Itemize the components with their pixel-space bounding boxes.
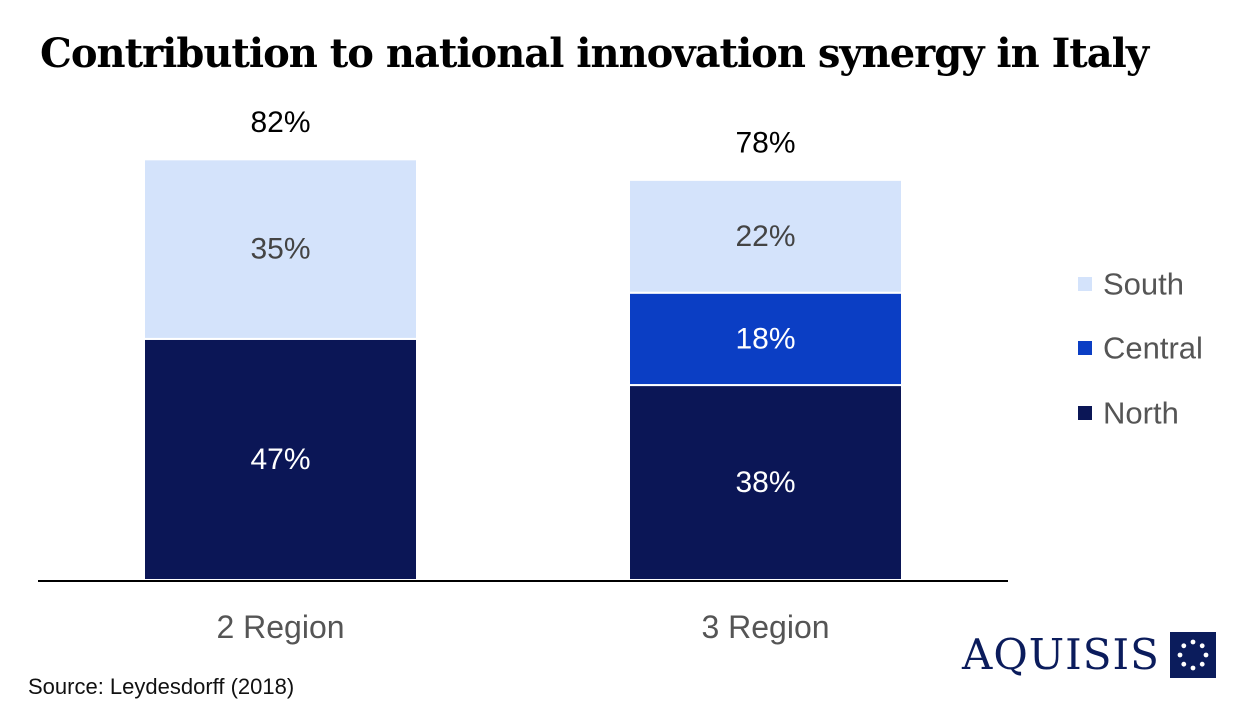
logo-emblem-icon [1169, 632, 1216, 678]
data-label-south-1: 35% [250, 233, 310, 266]
bar-north-1 [143, 337, 418, 582]
data-label-south-2: 22% [735, 220, 795, 253]
x-tick-label-2: 3 Region [701, 609, 829, 645]
legend-label-north: North [1103, 396, 1179, 431]
total-label-1: 82% [250, 106, 310, 139]
legend-label-south: South [1103, 267, 1184, 302]
bar-south-2 [628, 178, 903, 294]
chart-title: Contribution to national innovation syne… [40, 30, 1149, 77]
data-label-central-2: 18% [735, 322, 795, 355]
x-tick-label-1: 2 Region [216, 609, 344, 645]
source-note: Source: Leydesdorff (2018) [28, 674, 295, 699]
bar-central-2 [628, 291, 903, 387]
legend-swatch-south [1078, 277, 1092, 291]
legend-swatch-central [1078, 341, 1092, 355]
bar-north-2 [628, 384, 903, 581]
data-label-north-2: 38% [735, 466, 795, 499]
aquisis-logo: AQUISIS [962, 632, 1216, 678]
total-label-2: 78% [735, 126, 795, 159]
logo-wordmark: AQUISIS [962, 630, 1160, 679]
legend-swatch-north [1078, 406, 1092, 420]
legend-label-central: Central [1103, 331, 1203, 366]
bar-south-1 [143, 158, 418, 340]
data-label-north-1: 47% [250, 443, 310, 476]
